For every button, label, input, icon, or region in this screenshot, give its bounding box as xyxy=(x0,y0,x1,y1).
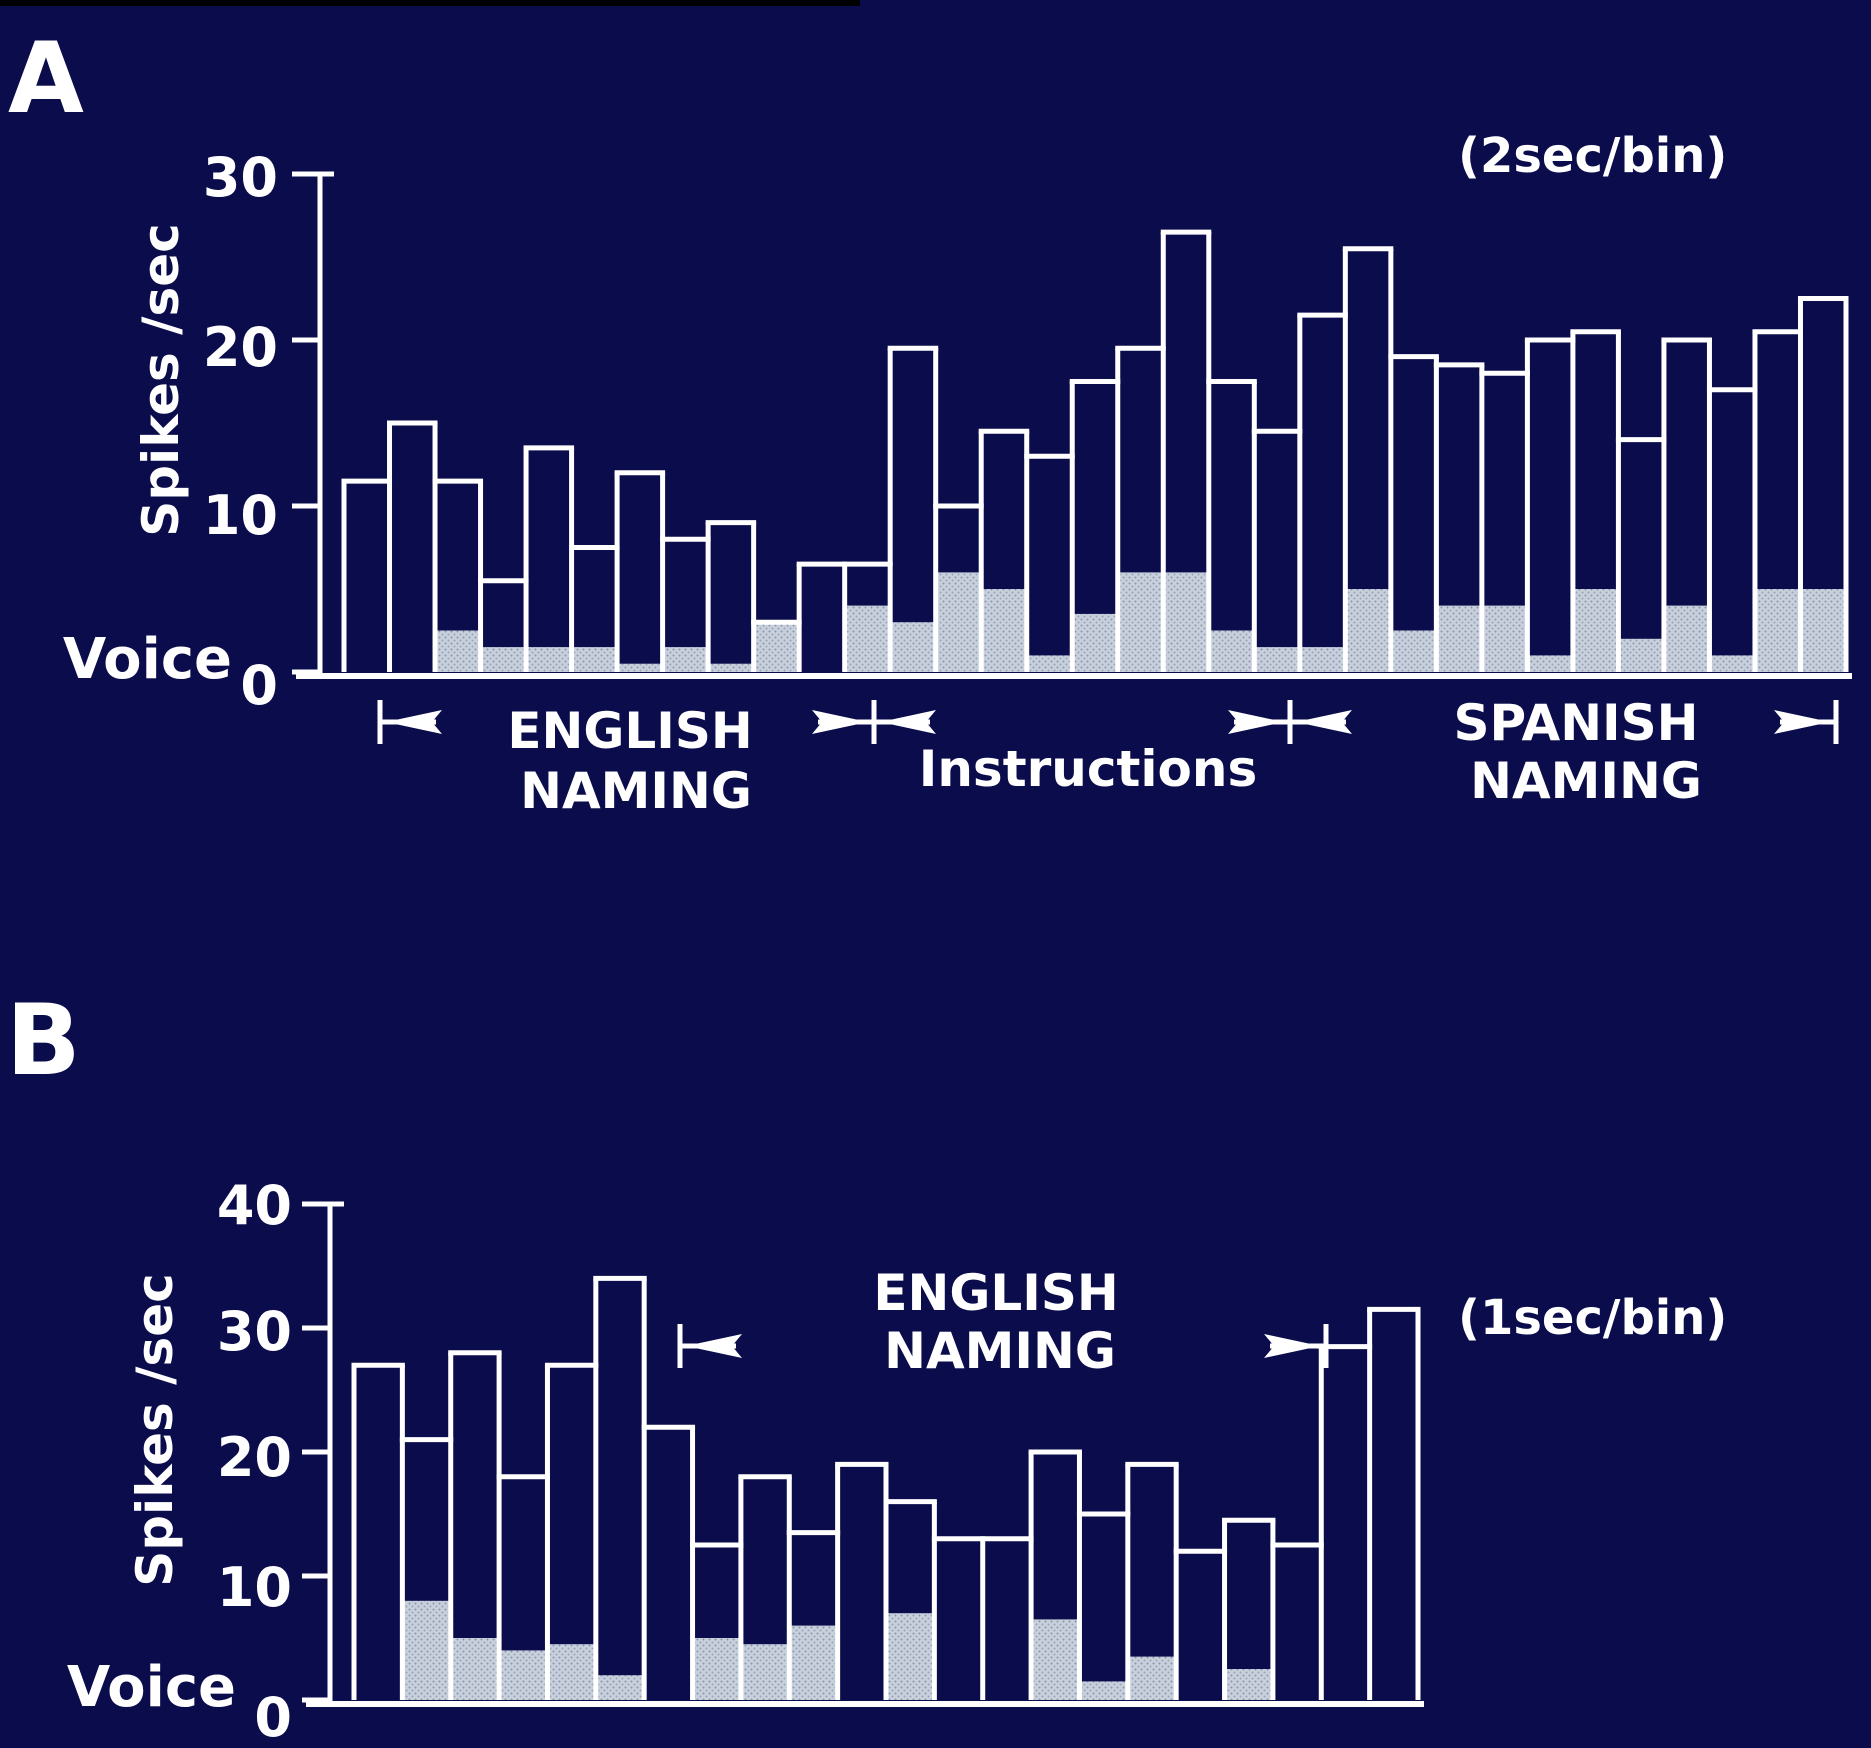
panel-b-bin-note: (1sec/bin) xyxy=(1458,1290,1727,1346)
voice-shade xyxy=(1208,630,1255,672)
voice-shade xyxy=(1572,589,1619,672)
voice-shade xyxy=(617,663,663,672)
segment-marker xyxy=(1774,700,1839,744)
voice-shade xyxy=(1436,605,1482,672)
panel-b-bars xyxy=(351,1275,1421,1700)
voice-shade xyxy=(526,647,572,672)
panel-a-tick-labels: 0 10 20 30 xyxy=(203,146,278,717)
voice-shade xyxy=(1709,655,1755,672)
voice-shade xyxy=(662,647,709,672)
panel-b-tick-label: 20 xyxy=(217,1426,292,1489)
panel-b-tick-label: 10 xyxy=(217,1556,292,1619)
voice-shade xyxy=(571,647,618,672)
voice-shade xyxy=(1079,1681,1128,1700)
panel-a-instructions-label: Instructions xyxy=(919,740,1258,798)
panel-b-axes xyxy=(302,1201,1424,1707)
voice-shade xyxy=(692,1638,741,1700)
voice-shade xyxy=(740,1644,790,1700)
voice-shade xyxy=(890,622,936,672)
panel-a-tick-label: 20 xyxy=(203,316,278,379)
panel-b: B (1sec/bin) Spikes /sec Voice 0 10 20 3… xyxy=(6,984,1727,1748)
panel-a-spanish-label-line1: SPANISH xyxy=(1453,694,1698,752)
panel-a-bars xyxy=(341,229,1849,672)
panel-b-label: B xyxy=(6,984,81,1098)
voice-shade xyxy=(402,1600,451,1700)
voice-shade xyxy=(1527,655,1573,672)
segment-marker xyxy=(871,700,936,744)
panel-a-y-axis-label: Spikes /sec xyxy=(132,223,190,537)
voice-shade xyxy=(1663,605,1710,672)
voice-shade xyxy=(1299,647,1346,672)
voice-shade xyxy=(1754,589,1801,672)
panel-a-tick-label: 30 xyxy=(203,146,278,209)
voice-shade xyxy=(981,589,1027,672)
voice-shade xyxy=(1345,589,1391,672)
voice-shade xyxy=(1072,613,1118,672)
voice-shade xyxy=(886,1613,935,1700)
voice-shade xyxy=(1127,1656,1177,1700)
voice-shade xyxy=(1117,572,1164,672)
voice-shade xyxy=(480,647,527,672)
segment-marker xyxy=(1287,700,1352,744)
voice-shade xyxy=(1390,630,1437,672)
panel-b-tick-labels: 0 10 20 30 40 xyxy=(217,1174,292,1748)
segment-marker xyxy=(377,700,442,744)
voice-shade xyxy=(935,572,982,672)
panel-b-tick-label: 0 xyxy=(254,1686,292,1748)
voice-shade xyxy=(1026,655,1073,672)
voice-shade xyxy=(1163,572,1209,672)
voice-shade xyxy=(753,622,800,672)
voice-shade xyxy=(844,605,891,672)
voice-shade xyxy=(499,1650,548,1700)
panel-a-tick-label: 10 xyxy=(203,484,278,547)
voice-shade xyxy=(547,1644,596,1700)
panel-a-tick-label: 0 xyxy=(240,654,278,717)
panel-a-english-label-line1: ENGLISH xyxy=(507,702,752,760)
panel-a-segment-markers xyxy=(377,700,1839,744)
voice-shade xyxy=(789,1625,838,1700)
top-edge-strip xyxy=(0,0,860,6)
panel-b-tick-label: 40 xyxy=(217,1174,292,1237)
segment-marker xyxy=(677,1324,742,1368)
voice-shade xyxy=(1224,1669,1273,1700)
voice-shade xyxy=(1031,1619,1080,1700)
voice-shade xyxy=(1481,605,1528,672)
voice-shade xyxy=(708,663,754,672)
voice-shade xyxy=(450,1638,500,1700)
panel-a-voice-label: Voice xyxy=(63,627,232,692)
panel-a-spanish-label-line2: NAMING xyxy=(1470,752,1702,810)
panel-b-english-label-line2: NAMING xyxy=(884,1322,1116,1380)
panel-a-label: A xyxy=(8,22,84,136)
voice-shade xyxy=(595,1675,645,1700)
panel-a-english-label-line2: NAMING xyxy=(520,762,752,820)
panel-b-tick-label: 30 xyxy=(217,1300,292,1363)
panel-b-y-axis-label: Spikes /sec xyxy=(126,1273,184,1587)
voice-shade xyxy=(1800,589,1846,672)
panel-a-axes xyxy=(292,171,1852,679)
panel-b-english-label-line1: ENGLISH xyxy=(873,1264,1118,1322)
voice-shade xyxy=(435,630,481,672)
voice-shade xyxy=(1254,647,1300,672)
panel-b-voice-label: Voice xyxy=(67,1655,236,1720)
voice-shade xyxy=(1618,638,1664,672)
panel-a-bin-note: (2sec/bin) xyxy=(1458,128,1727,184)
panel-b-segment-markers xyxy=(677,1324,1329,1368)
segment-marker xyxy=(1264,1324,1329,1368)
panel-a: A (2sec/bin) Spikes /sec Voice 0 10 20 3… xyxy=(8,22,1852,820)
